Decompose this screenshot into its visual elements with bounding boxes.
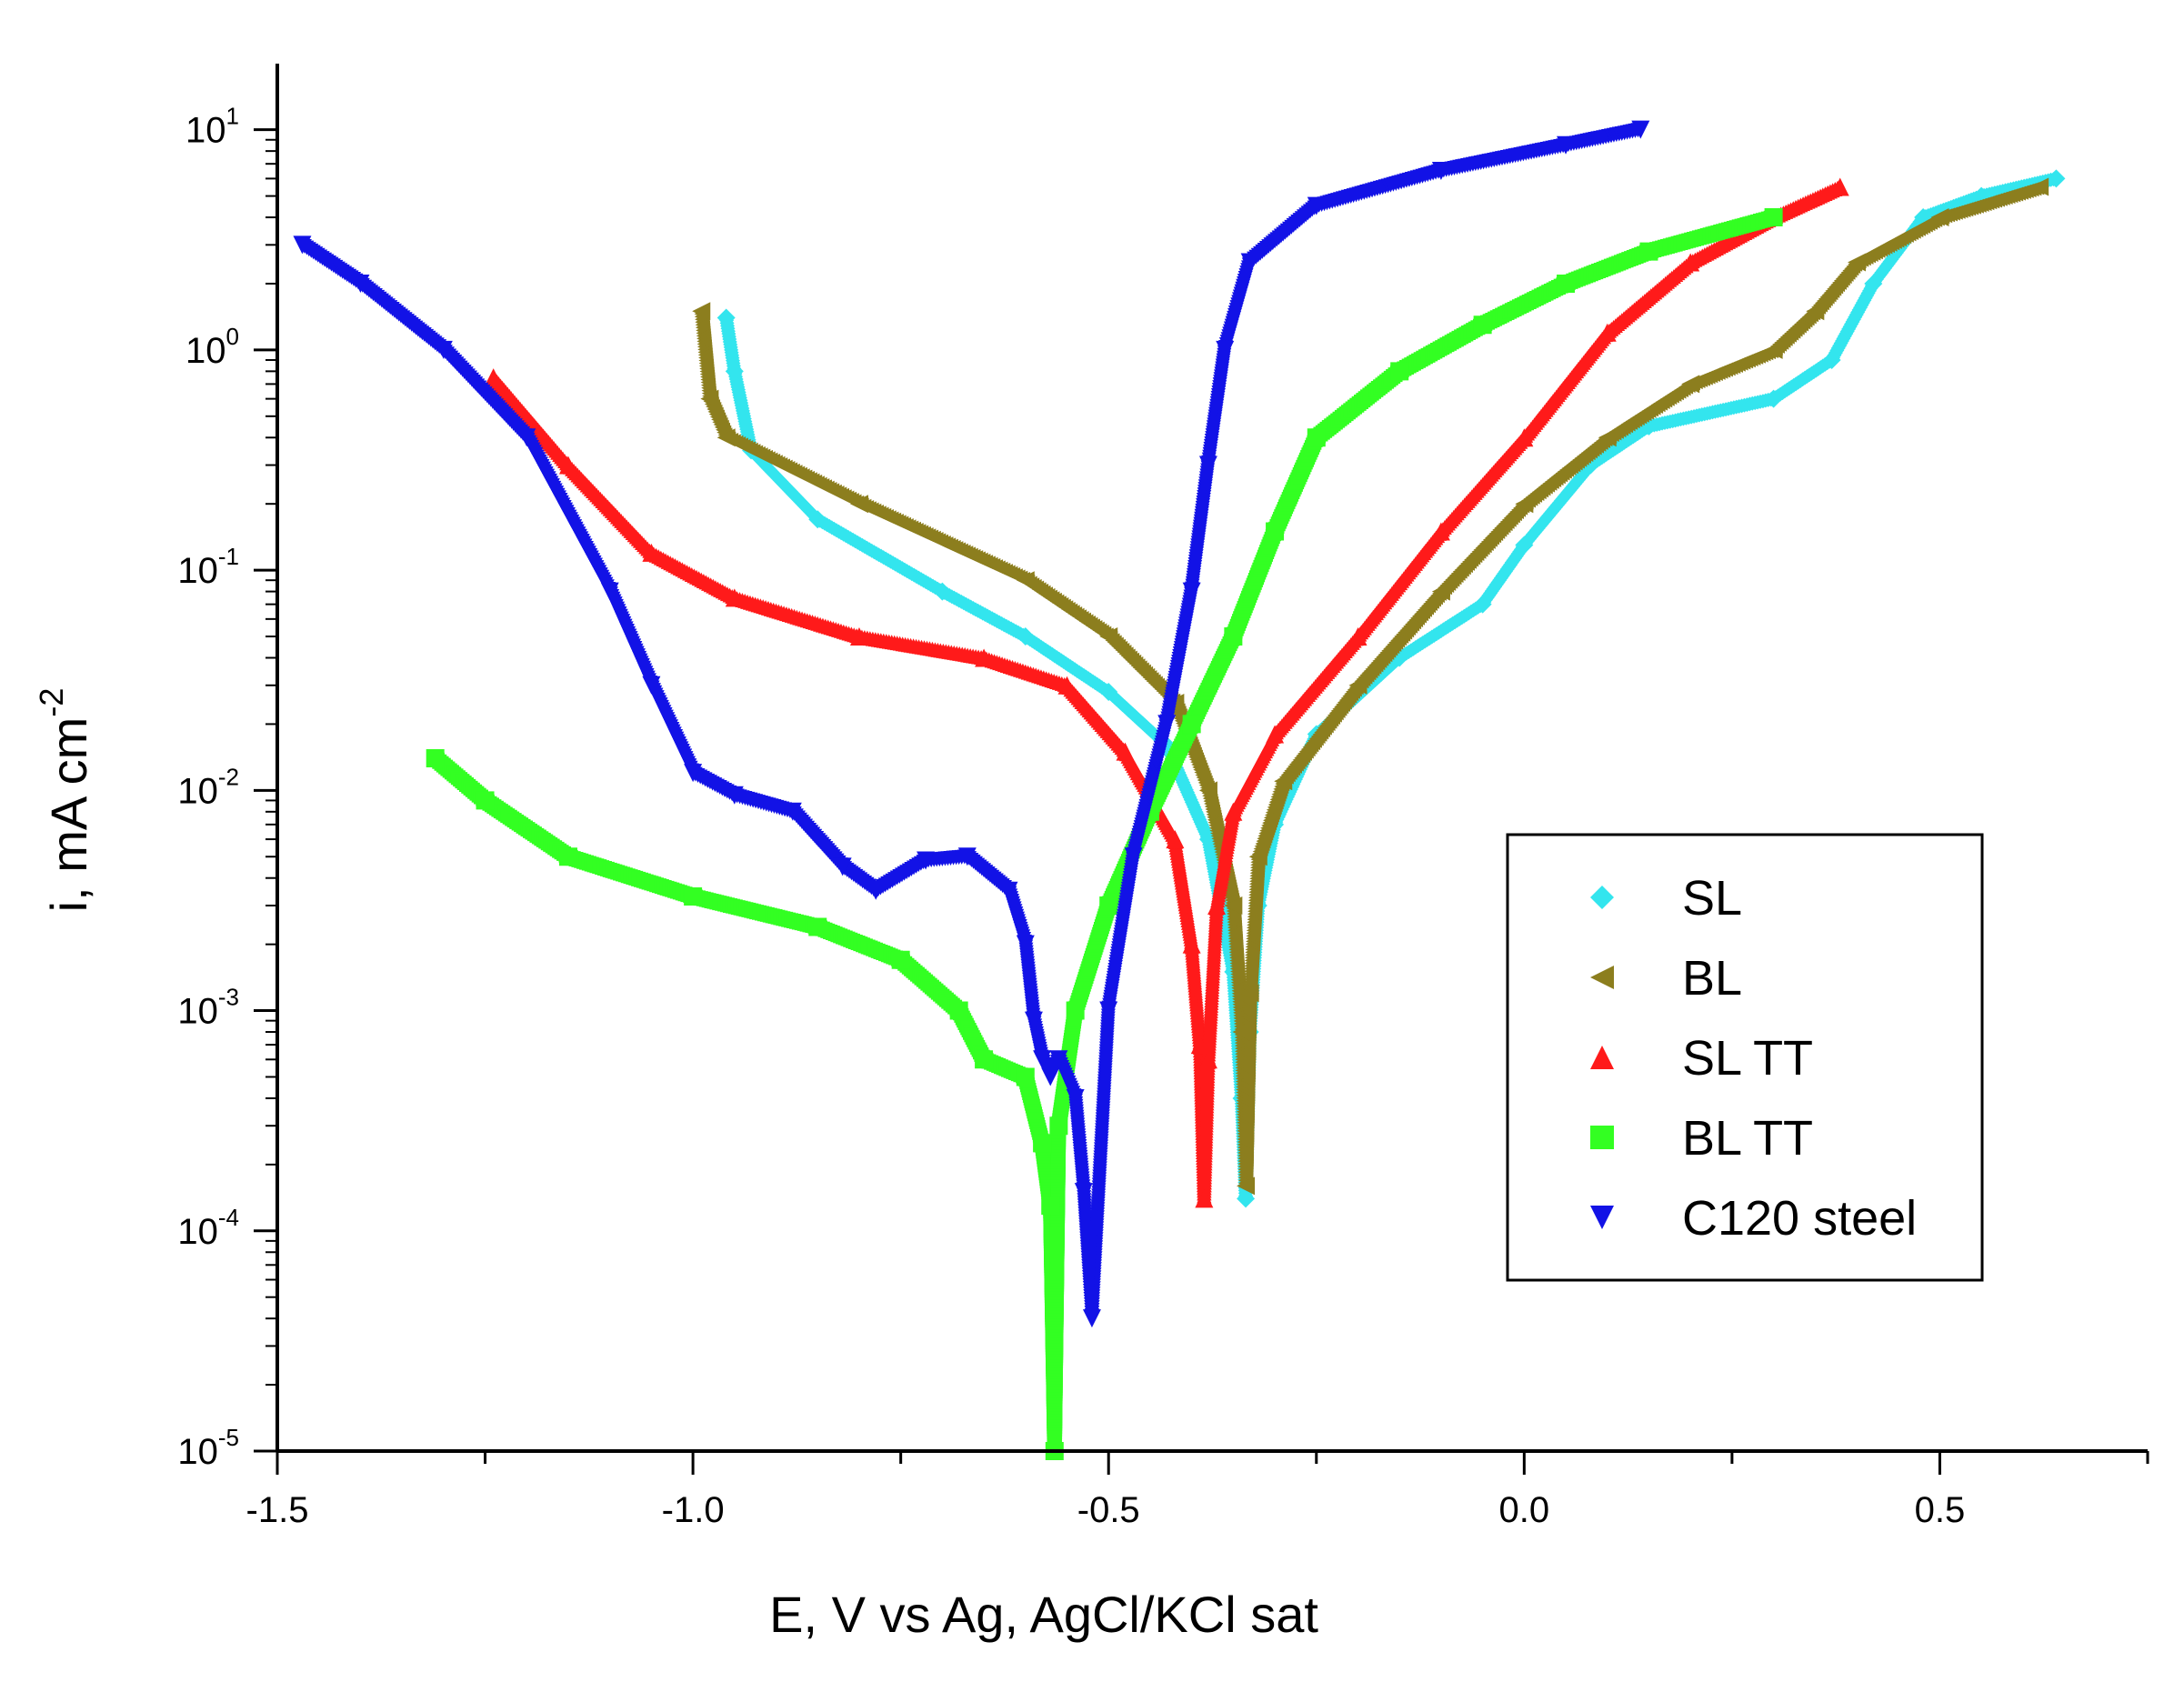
data-point (684, 886, 703, 906)
data-point (975, 1050, 994, 1069)
data-point (1266, 522, 1285, 541)
data-point (891, 950, 910, 969)
data-point (1473, 315, 1492, 335)
data-point (1232, 1023, 1251, 1042)
data-point (1274, 772, 1293, 791)
data-point (1041, 1196, 1060, 1216)
data-point (1764, 389, 1783, 408)
data-point (1681, 375, 1700, 394)
plot-area: -1.5 -1.0 -0.5 0.0 0.5 10110010-110-210-310-… (177, 64, 2149, 1530)
series-sl-tt (484, 177, 1849, 1208)
data-point (700, 389, 719, 408)
data-point (716, 308, 736, 327)
data-point (1390, 362, 1409, 381)
data-point (949, 1001, 968, 1020)
data-point (1066, 1001, 1085, 1020)
data-point (1237, 1189, 1256, 1208)
series-bl (692, 177, 2049, 1196)
data-point (1099, 627, 1118, 646)
data-point (1822, 350, 1841, 369)
data-point (1224, 627, 1243, 646)
data-point (1348, 676, 1368, 695)
data-point (2030, 177, 2049, 196)
data-point (725, 362, 744, 381)
data-point (1806, 302, 1825, 321)
data-point (692, 302, 711, 321)
series-layer (293, 120, 2066, 1460)
data-point (1049, 1116, 1068, 1136)
data-point (1764, 208, 1783, 227)
data-point (1240, 984, 1259, 1003)
data-point (1099, 896, 1118, 915)
data-point (1248, 847, 1267, 866)
data-point (1864, 274, 1883, 293)
data-point (1016, 1067, 1035, 1086)
data-point (1431, 582, 1450, 601)
data-point (2047, 169, 2066, 188)
data-point (1598, 428, 1617, 447)
data-point (558, 847, 577, 866)
data-point (1515, 536, 1534, 555)
data-point (1033, 1134, 1052, 1153)
data-point (1307, 428, 1326, 447)
data-point (1016, 627, 1035, 646)
data-point (1016, 571, 1035, 590)
data-point (1848, 253, 1867, 272)
data-point (1515, 495, 1534, 514)
data-point (933, 582, 952, 601)
data-point (1557, 274, 1576, 293)
data-point (1198, 781, 1217, 800)
data-point (808, 917, 827, 936)
data-point (849, 495, 868, 514)
data-point (1764, 340, 1783, 359)
data-point (1224, 896, 1243, 915)
data-point (426, 748, 445, 767)
data-point (476, 791, 495, 810)
data-point (1198, 830, 1217, 849)
data-point (716, 428, 736, 447)
data-point (1473, 595, 1492, 614)
data-point (808, 510, 827, 529)
data-point (1930, 208, 1949, 227)
data-point (1237, 1176, 1256, 1196)
data-point (1099, 683, 1118, 702)
data-point (1639, 242, 1658, 261)
data-point (1182, 715, 1201, 734)
